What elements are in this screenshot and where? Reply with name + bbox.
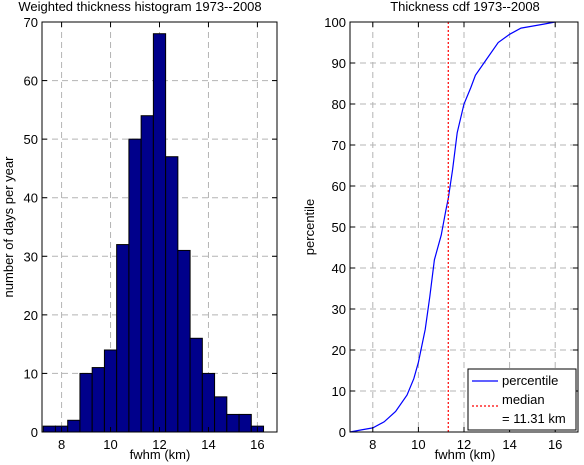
histogram-bar — [128, 138, 142, 433]
histogram-bar — [91, 367, 105, 433]
histogram-bar — [214, 396, 228, 433]
cdf-series-percentile — [349, 21, 556, 433]
histogram-bar — [189, 337, 203, 433]
histogram-ticks — [42, 21, 277, 433]
cdf-y-axis-label: percentile — [302, 199, 317, 255]
histogram-y-tick-label: 50 — [24, 132, 38, 147]
histogram-y-tick-label: 40 — [24, 191, 38, 206]
histogram-y-tick-label: 20 — [24, 308, 38, 323]
histogram-y-tick-label: 60 — [24, 74, 38, 89]
legend-label-median: median — [502, 392, 545, 407]
histogram-bar — [152, 33, 167, 433]
cdf-x-tick-label: 12 — [457, 437, 471, 452]
histogram-y-tick-label: 0 — [31, 425, 38, 440]
histogram-bar — [79, 372, 93, 433]
cdf-y-tick-label: 80 — [332, 97, 346, 112]
histogram-bar — [42, 425, 56, 433]
cdf-y-tick-label: 60 — [332, 179, 346, 194]
histogram-y-axis-label: number of days per year — [1, 156, 16, 298]
cdf-y-tick-label: 40 — [332, 261, 346, 276]
cdf-x-tick-label: 10 — [411, 437, 425, 452]
legend-label-percentile: percentile — [502, 373, 558, 388]
cdf-x-axis-label: fwhm (km) — [435, 447, 496, 462]
histogram-bar — [103, 349, 118, 433]
histogram-y-tick-label: 30 — [24, 249, 38, 264]
legend-box — [467, 368, 577, 431]
cdf-x-tick-labels: 8 10 12 14 16 — [369, 437, 562, 452]
histogram-bar — [67, 419, 81, 433]
histogram-x-tick-label: 16 — [250, 437, 264, 452]
cdf-y-tick-label: 90 — [332, 56, 346, 71]
cdf-legend: percentile median = 11.31 km — [467, 368, 577, 431]
cdf-x-tick-label: 8 — [369, 437, 376, 452]
cdf-x-tick-label: 16 — [548, 437, 562, 452]
histogram-x-axis-label: fwhm (km) — [130, 447, 191, 462]
cdf-y-tick-label: 20 — [332, 343, 346, 358]
histogram-y-tick-label: 70 — [24, 15, 38, 30]
histogram-bar — [165, 156, 179, 433]
cdf-panel: Thickness cdf 1973--2008 8 10 12 14 16 0 10 20… — [302, 0, 579, 462]
cdf-y-tick-label: 30 — [332, 302, 346, 317]
histogram-bar — [140, 115, 154, 433]
cdf-lines — [349, 21, 556, 433]
histogram-bar — [226, 413, 240, 433]
histogram-x-tick-label: 14 — [201, 437, 215, 452]
histogram-bar — [116, 244, 130, 433]
cdf-y-tick-label: 70 — [332, 138, 346, 153]
histogram-x-tick-label: 8 — [58, 437, 65, 452]
histogram-y-tick-label: 10 — [24, 366, 38, 381]
histogram-x-tick-label: 12 — [152, 437, 166, 452]
histogram-bar — [238, 413, 252, 433]
cdf-y-tick-label: 10 — [332, 384, 346, 399]
cdf-y-tick-labels: 0 10 20 30 40 50 60 70 80 90 100 — [324, 15, 346, 440]
histogram-panel: Weighted thickness histogram 1973--2008 … — [1, 0, 278, 462]
cdf-x-tick-label: 14 — [502, 437, 516, 452]
histogram-x-tick-labels: 8 10 12 14 16 — [58, 437, 265, 452]
histogram-y-tick-labels: 0 10 20 30 40 50 60 70 — [24, 15, 38, 440]
cdf-y-tick-label: 0 — [339, 425, 346, 440]
histogram-x-tick-label: 10 — [103, 437, 117, 452]
histogram-title: Weighted thickness histogram 1973--2008 — [18, 0, 261, 14]
histogram-bar — [177, 249, 191, 433]
legend-label-median-value: = 11.31 km — [502, 411, 566, 426]
cdf-y-tick-label: 50 — [332, 220, 346, 235]
cdf-y-tick-label: 100 — [324, 15, 346, 30]
histogram-bar — [201, 372, 216, 433]
cdf-title: Thickness cdf 1973--2008 — [390, 0, 540, 14]
